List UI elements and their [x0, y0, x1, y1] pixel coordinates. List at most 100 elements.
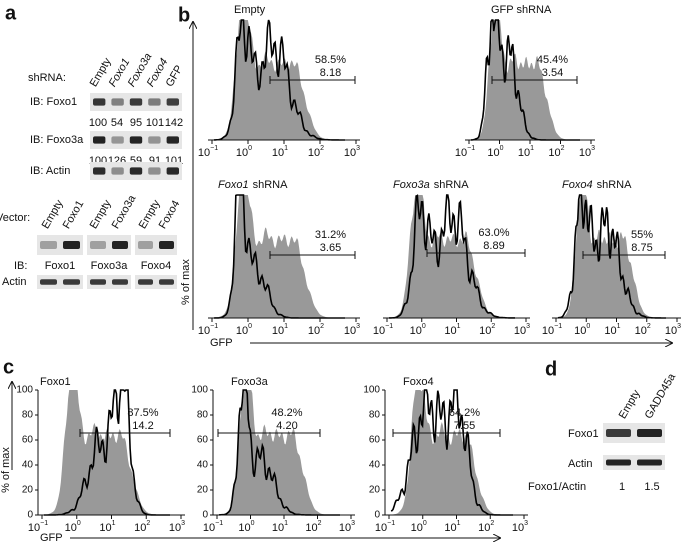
- x-tick-label: 103: [339, 520, 355, 534]
- tick-exp: 3: [351, 520, 355, 527]
- band: [159, 241, 174, 249]
- tick-base: 10: [308, 147, 320, 159]
- x-tick-label: 10−1: [375, 520, 395, 534]
- x-tick-label: 103: [514, 323, 530, 337]
- tick-exp: 2: [320, 323, 324, 330]
- label: Foxo3a: [91, 260, 129, 272]
- tick-base: 10: [604, 325, 616, 337]
- label: Foxo1: [568, 428, 599, 440]
- x-tick-label: 10−1: [542, 323, 562, 337]
- label: 14.2: [132, 420, 153, 432]
- title-rest: Empty: [234, 4, 266, 16]
- x-tick-label: 102: [635, 323, 651, 337]
- band: [148, 98, 161, 106]
- label: Foxo4: [141, 260, 172, 272]
- label: 3.65: [320, 242, 341, 254]
- tick-exp: 1: [284, 520, 288, 527]
- band: [637, 459, 662, 466]
- tick-base: 10: [444, 522, 456, 534]
- plot-title: GFP shRNA: [491, 4, 552, 16]
- blot-bg: [87, 275, 131, 289]
- x-tick-label: 100: [574, 323, 590, 337]
- x-tick-label: 10−1: [455, 145, 475, 159]
- band: [159, 279, 174, 285]
- tick-base: 10: [514, 325, 526, 337]
- tick-base: 10: [65, 522, 77, 534]
- tick-exp: 1: [457, 323, 461, 330]
- x-tick-label: 101: [272, 323, 288, 337]
- x-tick-label: 10−1: [203, 520, 223, 534]
- tick-base: 10: [344, 325, 356, 337]
- label: 55%: [631, 229, 653, 241]
- tick-exp: 3: [356, 145, 360, 152]
- label: 80: [197, 410, 209, 421]
- x-tick-label: 102: [478, 520, 494, 534]
- x-tick-label: 102: [479, 323, 495, 337]
- tick-exp: 2: [146, 520, 150, 527]
- band: [166, 136, 179, 144]
- x-tick-label: 103: [579, 145, 595, 159]
- band: [129, 167, 143, 175]
- tick-base: 10: [272, 522, 284, 534]
- tick-exp: 3: [677, 323, 681, 330]
- band: [63, 279, 80, 285]
- tick-exp: 0: [422, 323, 426, 330]
- tick-base: 10: [574, 325, 586, 337]
- label: GFP: [40, 532, 63, 544]
- blot-bg: [603, 423, 665, 443]
- title-rest: GFP shRNA: [491, 4, 552, 16]
- band: [129, 136, 143, 144]
- x-tick-label: 100: [65, 520, 81, 534]
- blot-bg: [135, 235, 177, 255]
- title-gene: Foxo4: [562, 179, 593, 191]
- tick-exp: −1: [387, 520, 395, 527]
- x-tick-label: 100: [411, 520, 427, 534]
- tick-base: 10: [236, 325, 248, 337]
- tick-exp: 0: [251, 520, 255, 527]
- blot-bg: [37, 235, 83, 255]
- band: [93, 136, 106, 144]
- label: 45.4%: [537, 54, 568, 66]
- label: Vector:: [0, 212, 30, 224]
- label: 58.5%: [315, 54, 346, 66]
- tick-base: 10: [542, 325, 554, 337]
- tick-exp: −1: [385, 323, 393, 330]
- tick-base: 10: [410, 325, 422, 337]
- x-tick-label: 100: [238, 520, 254, 534]
- x-tick-label: 102: [134, 520, 150, 534]
- tick-base: 10: [169, 522, 181, 534]
- label: 20: [369, 485, 381, 496]
- label: 20: [197, 485, 209, 496]
- band: [93, 98, 106, 106]
- tick-base: 10: [272, 325, 284, 337]
- histogram-sample: [388, 194, 516, 319]
- x-tick-label: 101: [604, 323, 620, 337]
- tick-exp: 0: [500, 145, 504, 152]
- histogram-control: [389, 195, 515, 318]
- label: Empty: [617, 388, 643, 421]
- band: [40, 241, 57, 249]
- label: 4.20: [276, 420, 297, 432]
- x-tick-label: 102: [305, 520, 321, 534]
- label: 100: [16, 385, 33, 396]
- label: 80: [369, 410, 381, 421]
- histogram-control: [214, 195, 345, 318]
- tick-exp: 3: [591, 145, 595, 152]
- label: 95: [130, 117, 142, 129]
- band: [111, 136, 124, 144]
- plot-title: Foxo1 shRNA: [218, 179, 288, 191]
- label: % of max: [0, 447, 12, 493]
- tick-base: 10: [272, 147, 284, 159]
- tick-base: 10: [198, 147, 210, 159]
- x-tick-label: 103: [344, 323, 360, 337]
- tick-exp: 1: [284, 145, 288, 152]
- band: [606, 459, 631, 466]
- x-tick-label: 101: [444, 520, 460, 534]
- label: Foxo1: [40, 376, 71, 388]
- blot-bg: [603, 455, 665, 470]
- tick-exp: 0: [248, 323, 252, 330]
- label: 7.55: [454, 420, 475, 432]
- tick-exp: 3: [524, 520, 528, 527]
- tick-base: 10: [308, 325, 320, 337]
- tick-exp: 2: [561, 145, 565, 152]
